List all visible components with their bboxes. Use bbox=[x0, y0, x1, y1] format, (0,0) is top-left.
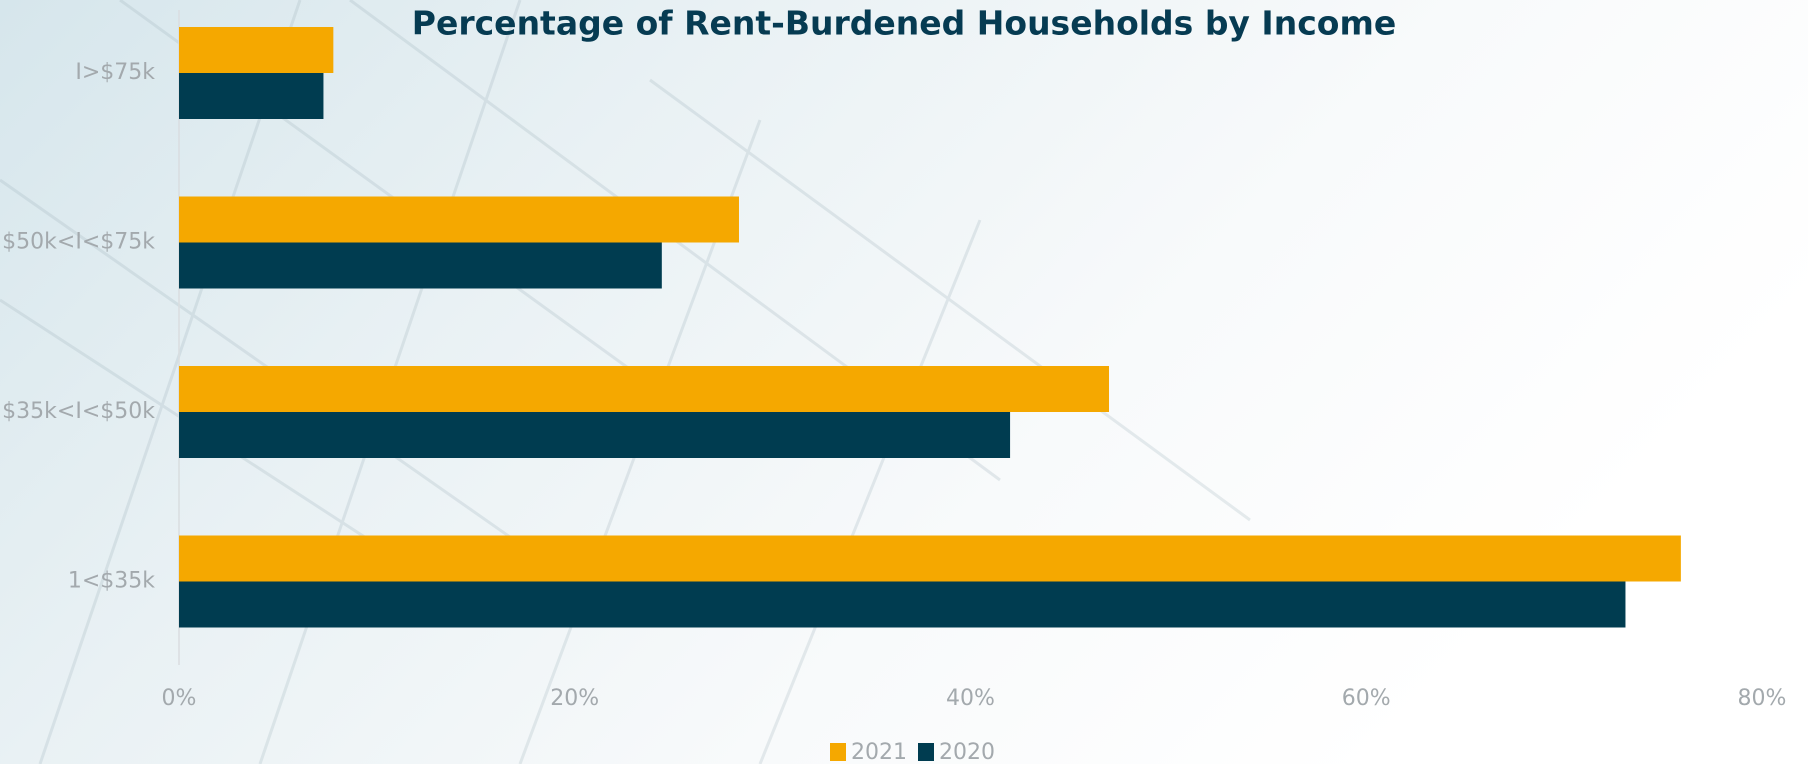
y-tick-label: 1<$35k bbox=[68, 569, 155, 594]
y-tick-label: $50k<I<$75k bbox=[2, 230, 155, 255]
bar bbox=[179, 412, 1011, 458]
bar bbox=[179, 242, 662, 289]
x-tick-label: 0% bbox=[162, 686, 197, 711]
bar bbox=[179, 535, 1681, 582]
bar bbox=[179, 27, 334, 73]
bar bbox=[179, 581, 1626, 628]
legend-swatch bbox=[918, 743, 934, 761]
y-tick-label: I>$75k bbox=[75, 60, 155, 85]
y-tick-label: $35k<I<$50k bbox=[2, 399, 155, 424]
chart-title: Percentage of Rent-Burdened Households b… bbox=[412, 4, 1396, 43]
x-tick-label: 60% bbox=[1342, 686, 1391, 711]
bar bbox=[179, 73, 324, 119]
x-tick-label: 80% bbox=[1738, 686, 1787, 711]
legend-label: 2020 bbox=[939, 740, 995, 764]
x-tick-label: 20% bbox=[550, 686, 599, 711]
legend-label: 2021 bbox=[851, 740, 907, 764]
bar bbox=[179, 196, 739, 243]
x-tick-label: 40% bbox=[946, 686, 995, 711]
bar bbox=[179, 366, 1110, 412]
legend-swatch bbox=[830, 743, 846, 761]
